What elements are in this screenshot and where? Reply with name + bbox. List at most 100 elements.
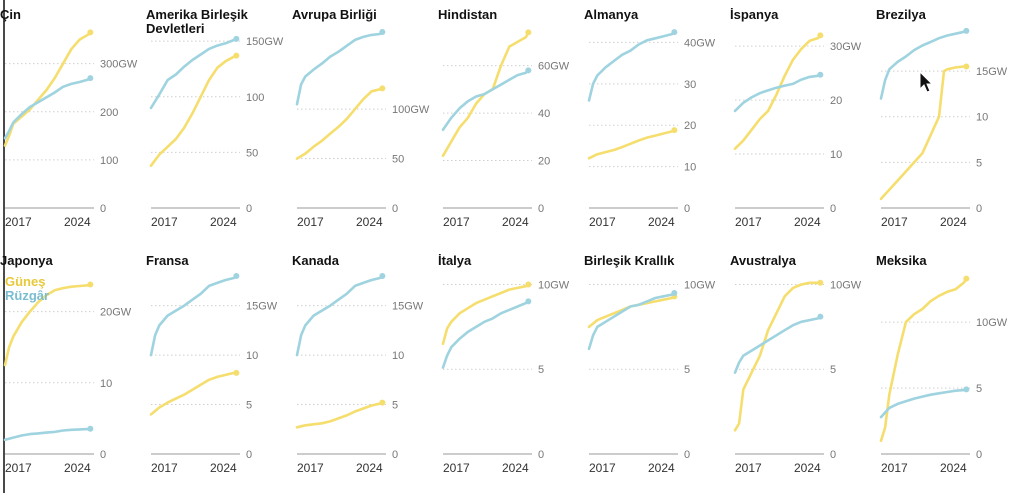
chart-panel: Avustralya 0 5 10GW 2017 2024 <box>730 246 876 492</box>
y-tick-label: 40GW <box>684 37 716 49</box>
chart-panel: Fransa 0 5 10 15GW 2017 2024 <box>146 246 292 492</box>
line-chart: 0 100 200 300GW 2017 2024 <box>3 29 138 229</box>
y-tick-label: 10GW <box>538 279 570 291</box>
chart-title: İspanya <box>730 7 779 22</box>
chart-title: Çin <box>0 7 21 22</box>
y-tick-label: 20GW <box>100 307 132 319</box>
x-tick-label: 2017 <box>881 215 908 229</box>
line-chart: 0 50 100GW 2017 2024 <box>295 28 430 229</box>
chart-panel: Brezilya 0 5 10 15GW 2017 2024 <box>876 0 1022 246</box>
chart-panel: Amerika Birleşik Devletleri 0 50 100 150GW 20… <box>146 0 292 246</box>
solar-line <box>3 31 92 147</box>
x-tick-label: 2024 <box>64 461 91 475</box>
solar-line-end-dot <box>87 281 94 288</box>
x-tick-label: 2017 <box>589 215 616 229</box>
line-chart: 0 5 10GW 2017 2024 <box>441 279 570 475</box>
x-tick-label: 2024 <box>64 215 91 229</box>
left-edge-border <box>3 0 5 493</box>
wind-line-end-dot <box>525 298 532 305</box>
line-chart: 0 20 40 60GW 2017 2024 <box>441 29 570 229</box>
x-tick-label: 2017 <box>297 215 324 229</box>
chart-panel: İtalya 0 5 10GW 2017 2024 <box>438 246 584 492</box>
wind-line <box>587 291 676 351</box>
line-chart: 0 10 20GW 2017 2024 <box>3 281 132 475</box>
line-chart: 0 5 10 15GW 2017 2024 <box>879 27 1008 229</box>
x-tick-label: 2024 <box>648 461 675 475</box>
chart-title: Almanya <box>584 7 639 22</box>
solar-line-end-dot <box>87 29 94 36</box>
solar-line <box>295 87 384 160</box>
wind-line-end-dot <box>963 27 970 34</box>
wind-line <box>587 30 676 102</box>
y-tick-label: 5 <box>976 157 982 169</box>
solar-line <box>733 34 822 150</box>
y-tick-label: 50 <box>392 154 404 166</box>
y-tick-label: 5 <box>538 364 544 376</box>
line-chart: 0 50 100 150GW 2017 2024 <box>149 35 284 229</box>
line-chart: 0 10 20 30GW 2017 2024 <box>733 32 862 229</box>
y-tick-label: 10GW <box>684 279 716 291</box>
wind-line <box>149 37 238 110</box>
y-tick-label: 5 <box>246 400 252 412</box>
y-tick-label: 5 <box>830 364 836 376</box>
solar-line <box>879 277 968 443</box>
y-tick-label: 0 <box>246 449 252 461</box>
y-tick-label: 300GW <box>100 59 138 71</box>
x-tick-label: 2024 <box>648 215 675 229</box>
wind-line-end-dot <box>379 28 386 35</box>
y-tick-label: 10 <box>684 162 696 174</box>
solar-line-end-dot <box>817 32 824 39</box>
x-tick-label: 2024 <box>356 461 383 475</box>
x-tick-label: 2017 <box>5 461 32 475</box>
chart-title: Fransa <box>146 253 189 268</box>
mouse-pointer-icon <box>919 71 934 93</box>
wind-line-end-dot <box>817 313 824 320</box>
line-chart: 0 5 10GW 2017 2024 <box>733 279 862 475</box>
x-tick-label: 2017 <box>735 461 762 475</box>
y-tick-label: 10 <box>830 149 842 161</box>
x-tick-label: 2017 <box>589 461 616 475</box>
solar-line <box>149 371 238 416</box>
solar-line-end-dot <box>817 279 824 286</box>
x-tick-label: 2017 <box>443 461 470 475</box>
legend-solar: Güneş <box>5 274 46 289</box>
x-tick-label: 2024 <box>794 461 821 475</box>
solar-line <box>295 401 384 429</box>
wind-line <box>879 29 968 100</box>
solar-line-end-dot <box>671 127 678 134</box>
y-tick-label: 10 <box>246 350 258 362</box>
wind-line <box>441 300 530 369</box>
chart-panel: Kanada 0 5 10 15GW 2017 2024 <box>292 246 438 492</box>
y-tick-label: 30 <box>684 79 696 91</box>
x-tick-label: 2017 <box>151 215 178 229</box>
x-tick-label: 2024 <box>940 461 967 475</box>
y-tick-label: 100GW <box>392 104 430 116</box>
solar-line <box>733 281 822 432</box>
y-tick-label: 0 <box>684 203 690 215</box>
x-tick-label: 2024 <box>794 215 821 229</box>
solar-line-end-dot <box>963 63 970 70</box>
line-chart: 0 5 10 15GW 2017 2024 <box>295 273 424 475</box>
wind-line <box>149 274 238 357</box>
chart-title: Kanada <box>292 253 339 268</box>
y-tick-label: 20 <box>538 156 550 168</box>
x-tick-label: 2024 <box>210 215 237 229</box>
chart-panel: Almanya 0 10 20 30 40GW 2017 2024 <box>584 0 730 246</box>
chart-title: Japonya <box>0 253 53 268</box>
wind-line <box>3 76 92 140</box>
y-tick-label: 10 <box>100 378 112 390</box>
wind-line-end-dot <box>817 71 824 78</box>
chart-panel: Japonya 0 10 20GW 2017 2024 <box>0 246 146 492</box>
y-tick-label: 0 <box>100 449 106 461</box>
x-tick-label: 2024 <box>502 461 529 475</box>
solar-line-end-dot <box>525 29 532 36</box>
chart-title: Avustralya <box>730 253 796 268</box>
y-tick-label: 10GW <box>976 317 1008 329</box>
solar-line <box>149 54 238 167</box>
x-tick-label: 2024 <box>210 461 237 475</box>
y-tick-label: 10GW <box>830 279 862 291</box>
wind-line <box>441 69 530 131</box>
y-tick-label: 20 <box>684 120 696 132</box>
solar-line <box>587 295 676 329</box>
